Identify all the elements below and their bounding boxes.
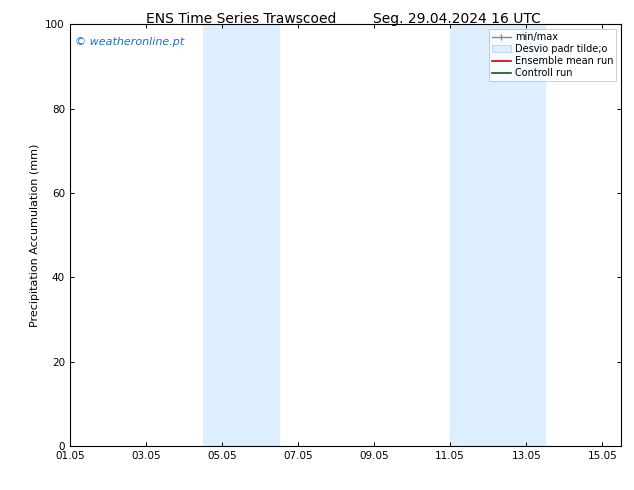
Bar [450, 24, 545, 446]
Text: ENS Time Series Trawscoed: ENS Time Series Trawscoed [146, 12, 336, 26]
Y-axis label: Precipitation Accumulation (mm): Precipitation Accumulation (mm) [30, 144, 40, 327]
Bar [203, 24, 279, 446]
Text: © weatheronline.pt: © weatheronline.pt [75, 37, 184, 47]
Text: Seg. 29.04.2024 16 UTC: Seg. 29.04.2024 16 UTC [373, 12, 540, 26]
Legend: min/max, Desvio padr tilde;o, Ensemble mean run, Controll run: min/max, Desvio padr tilde;o, Ensemble m… [489, 29, 616, 81]
